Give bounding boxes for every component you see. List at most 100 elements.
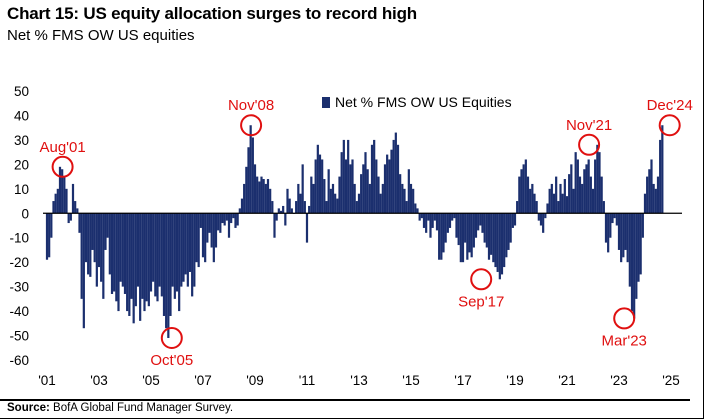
x-tick-label: '15 <box>402 373 420 388</box>
bar <box>533 193 536 214</box>
bar <box>364 152 367 214</box>
bar <box>299 193 302 214</box>
bar <box>230 213 233 224</box>
bar <box>149 213 153 292</box>
bar <box>353 183 356 214</box>
bar <box>377 176 380 214</box>
bar <box>234 213 237 228</box>
bar <box>193 213 196 287</box>
bar <box>468 213 471 253</box>
bar <box>121 213 124 287</box>
bar <box>613 213 616 219</box>
bar <box>251 137 254 214</box>
bar <box>84 213 88 263</box>
y-tick-label: -10 <box>9 231 29 246</box>
bar <box>563 179 566 214</box>
bar <box>574 152 577 214</box>
x-tick-label: '09 <box>246 373 264 388</box>
bar <box>399 174 402 214</box>
bar <box>126 213 129 312</box>
bar <box>548 188 551 214</box>
bar <box>119 213 122 282</box>
bar <box>253 164 257 214</box>
y-tick-label: 0 <box>21 206 29 221</box>
bar <box>386 154 389 214</box>
bar <box>654 188 657 214</box>
bar <box>596 144 599 214</box>
bar <box>245 166 248 214</box>
bar <box>351 159 354 214</box>
bar <box>529 188 532 214</box>
bar <box>262 179 265 214</box>
bar <box>195 213 198 263</box>
annotation-circle <box>613 307 636 330</box>
bar <box>269 188 272 214</box>
bar <box>134 213 137 307</box>
bar <box>633 213 636 319</box>
x-tick-label: '17 <box>454 373 472 388</box>
bar <box>366 169 369 214</box>
bar <box>498 213 501 280</box>
bar <box>56 188 59 214</box>
bar <box>147 213 150 307</box>
x-tick-label: '21 <box>558 373 576 388</box>
bar <box>186 213 189 287</box>
bar <box>615 213 618 226</box>
bar <box>390 149 393 214</box>
bar <box>583 169 586 214</box>
bar <box>266 179 270 214</box>
bar <box>82 213 85 329</box>
bar <box>539 213 543 226</box>
bar <box>334 193 337 214</box>
bar <box>321 159 324 214</box>
bar <box>646 176 649 214</box>
bar <box>589 176 592 214</box>
bar <box>219 213 222 233</box>
y-tick-label: -30 <box>9 280 29 295</box>
bar <box>637 213 640 282</box>
bar <box>52 201 55 214</box>
bar <box>152 213 155 282</box>
bar <box>576 159 579 214</box>
bar <box>552 193 556 214</box>
bar <box>227 213 231 238</box>
bar <box>243 183 246 214</box>
bar <box>63 176 66 214</box>
bar <box>581 183 584 214</box>
bar <box>113 213 116 292</box>
bar <box>513 213 517 226</box>
bar <box>414 203 417 214</box>
bar <box>477 213 480 231</box>
bar <box>314 159 317 214</box>
bar <box>316 144 319 214</box>
y-tick-label: -50 <box>9 329 29 344</box>
bar <box>656 176 660 214</box>
bar <box>355 201 358 214</box>
bar <box>204 213 207 263</box>
bar <box>45 213 49 260</box>
bar <box>221 213 224 224</box>
bar <box>559 183 562 214</box>
y-tick-label: 10 <box>14 182 29 197</box>
bar <box>102 213 105 299</box>
y-tick-label: -20 <box>9 255 29 270</box>
bar <box>427 213 430 221</box>
bar <box>156 213 159 302</box>
bar <box>565 196 569 214</box>
bar <box>308 205 311 214</box>
bar <box>594 159 597 214</box>
bar <box>490 213 493 255</box>
bar <box>542 213 545 233</box>
bar <box>162 213 166 316</box>
bar <box>396 144 400 214</box>
bar <box>433 213 436 221</box>
bar <box>435 213 439 231</box>
annotation-label: Nov'21 <box>566 117 612 134</box>
bar <box>160 213 163 297</box>
bar <box>130 213 133 299</box>
bar <box>169 213 172 316</box>
bar <box>370 144 374 214</box>
bar <box>388 159 391 214</box>
bar <box>54 193 57 214</box>
bar <box>509 213 512 243</box>
